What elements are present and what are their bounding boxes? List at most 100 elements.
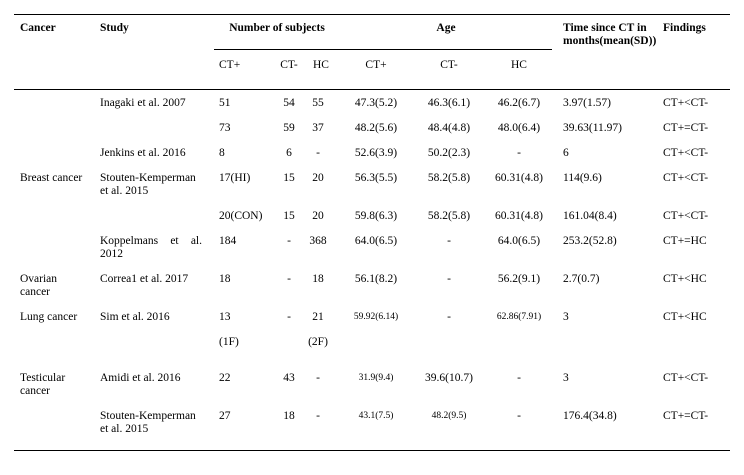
cell-study: Amidi et al. 2016 [100,372,181,384]
cell-age-ctminus [412,329,486,365]
cell-study: Stouten-Kemperman et al. 2015 [100,410,196,435]
cell-subjects-ctminus: 18 [283,410,295,422]
cell-cancer: Breast cancer [20,172,83,184]
cell-subjects-ctplus: (1F) [219,336,239,348]
column-group-number-of-subjects: Number of subjects [214,14,340,50]
cell-subjects-hc: 20 [312,210,324,222]
cell-subjects-ctminus: 15 [283,210,295,222]
table-row: Jenkins et al. 2016 8 6 - 52.6(3.9) 50.2(2.3)… [14,140,730,165]
cell-findings: CT+<HC [663,273,707,285]
cell-age-hc: - [517,372,521,384]
cell-study: Inagaki et al. 2007 [100,97,186,109]
cell-findings: CT+<CT- [663,97,709,109]
cell-time-since-ct: 161.04(8.4) [563,210,617,222]
cell-age-hc: 62.86(7.91) [496,312,542,322]
cell-age-ctplus [340,329,412,365]
cell-subjects-hc: - [316,147,320,159]
cell-subjects-ctplus: 20(CON) [219,210,263,222]
cell-study [95,115,214,140]
cell-findings: CT+=CT- [663,410,709,422]
cell-age-ctplus: 59.8(6.3) [354,210,398,222]
cell-findings [652,329,730,365]
cell-age-hc: 60.31(4.8) [495,172,543,184]
cell-age-ctplus: 47.3(5.2) [354,97,398,109]
cell-age-ctplus: 31.9(9.4) [358,373,394,383]
cell-cancer: Lung cancer [20,311,78,323]
cell-age-ctminus: 48.4(4.8) [427,122,471,134]
cell-age-ctminus: - [447,311,451,323]
column-header-findings: Findings [652,14,730,90]
cell-age-hc: - [517,410,521,422]
cell-subjects-ctplus: 17(HI) [219,172,251,184]
cell-subjects-ctminus: - [287,273,291,285]
cell-age-hc: 46.2(6.7) [497,97,541,109]
cell-subjects-ctplus: 13 [219,311,231,323]
cell-age-hc: 60.31(4.8) [495,210,543,222]
cell-age-ctminus: 50.2(2.3) [427,147,471,159]
cell-subjects-hc: - [316,372,320,384]
cell-time-since-ct: 3.97(1.57) [563,97,611,109]
cell-age-ctplus: 56.1(8.2) [354,273,398,285]
cell-study: Jenkins et al. 2016 [100,147,186,159]
cell-subjects-ctplus: 22 [219,372,231,384]
cell-cancer [14,228,95,266]
cell-subjects-ctminus [276,329,302,365]
table-row: Stouten-Kemperman et al. 2015 27 18 - 43.1(7… [14,403,730,451]
table-row: Testicular cancer Amidi et al. 2016 22 43 - 3… [14,365,730,403]
cell-time-since-ct: 253.2(52.8) [563,235,617,247]
cell-time-since-ct: 6 [563,147,569,159]
cell-time-since-ct: 39.63(11.97) [563,122,622,134]
cell-findings: CT+<CT- [663,372,709,384]
table-row: 73 59 37 48.2(5.6) 48.4(4.8) 48.0(6.4) 39.63(1… [14,115,730,140]
column-header-study: Study [95,14,214,90]
table-row: 20(CON) 15 20 59.8(6.3) 58.2(5.8) 60.31(4.8) 1… [14,203,730,228]
cell-subjects-ctplus: 51 [219,97,231,109]
cell-study: Stouten-Kemperman et al. 2015 [100,172,196,197]
header-row-groups: Cancer Study Number of subjects Age Time… [14,14,730,90]
cell-findings: CT+<CT- [663,172,709,184]
subcolumn-header-subjects-ctplus: CT+ [214,49,276,90]
cell-cancer [14,90,95,116]
cell-subjects-ctminus: 54 [283,97,295,109]
cell-subjects-ctplus: 184 [219,235,237,247]
cell-age-ctplus: 43.1(7.5) [358,411,394,421]
cell-study: Sim et al. 2016 [100,311,170,323]
cell-subjects-ctplus: 27 [219,410,231,422]
cell-study [95,203,214,228]
study-table-container: Cancer Study Number of subjects Age Time… [14,14,730,451]
subcolumn-header-subjects-hc: HC [302,49,340,90]
cell-subjects-hc: (2F) [308,336,328,348]
cell-time-since-ct: 2.7(0.7) [563,273,600,285]
cell-cancer [14,403,95,451]
cell-age-ctminus: - [447,235,451,247]
cell-subjects-hc: 37 [312,122,324,134]
cell-subjects-hc: 55 [312,97,324,109]
cell-cancer [14,140,95,165]
cell-findings: CT+<CT- [663,210,709,222]
cell-time-since-ct: 176.4(34.8) [563,410,617,422]
cell-age-hc [486,329,552,365]
cell-age-ctplus: 48.2(5.6) [354,122,398,134]
column-group-age: Age [340,14,552,50]
cell-subjects-ctminus: - [287,311,291,323]
cell-findings: CT+<HC [663,311,707,323]
cell-time-since-ct: 3 [563,311,569,323]
cell-time-since-ct [552,329,652,365]
cell-age-ctminus: 58.2(5.8) [427,210,471,222]
cell-study: Correa1 et al. 2017 [100,273,189,285]
table-row: Ovarian cancer Correa1 et al. 2017 18 - 18 56… [14,266,730,304]
cell-age-ctminus: 58.2(5.8) [427,172,471,184]
cell-cancer: Ovarian cancer [20,273,58,298]
cell-age-ctplus: 56.3(5.5) [354,172,398,184]
cell-subjects-hc: 18 [312,273,324,285]
cell-cancer [14,203,95,228]
column-header-cancer: Cancer [14,14,95,90]
cell-subjects-ctminus: - [287,235,291,247]
table-header: Cancer Study Number of subjects Age Time… [14,14,730,90]
cell-subjects-hc: 20 [312,172,324,184]
cell-cancer [14,115,95,140]
cell-subjects-ctplus: 18 [219,273,231,285]
cell-subjects-ctplus: 73 [219,122,231,134]
cell-findings: CT+=CT- [663,122,709,134]
subcolumn-header-age-hc: HC [486,49,552,90]
